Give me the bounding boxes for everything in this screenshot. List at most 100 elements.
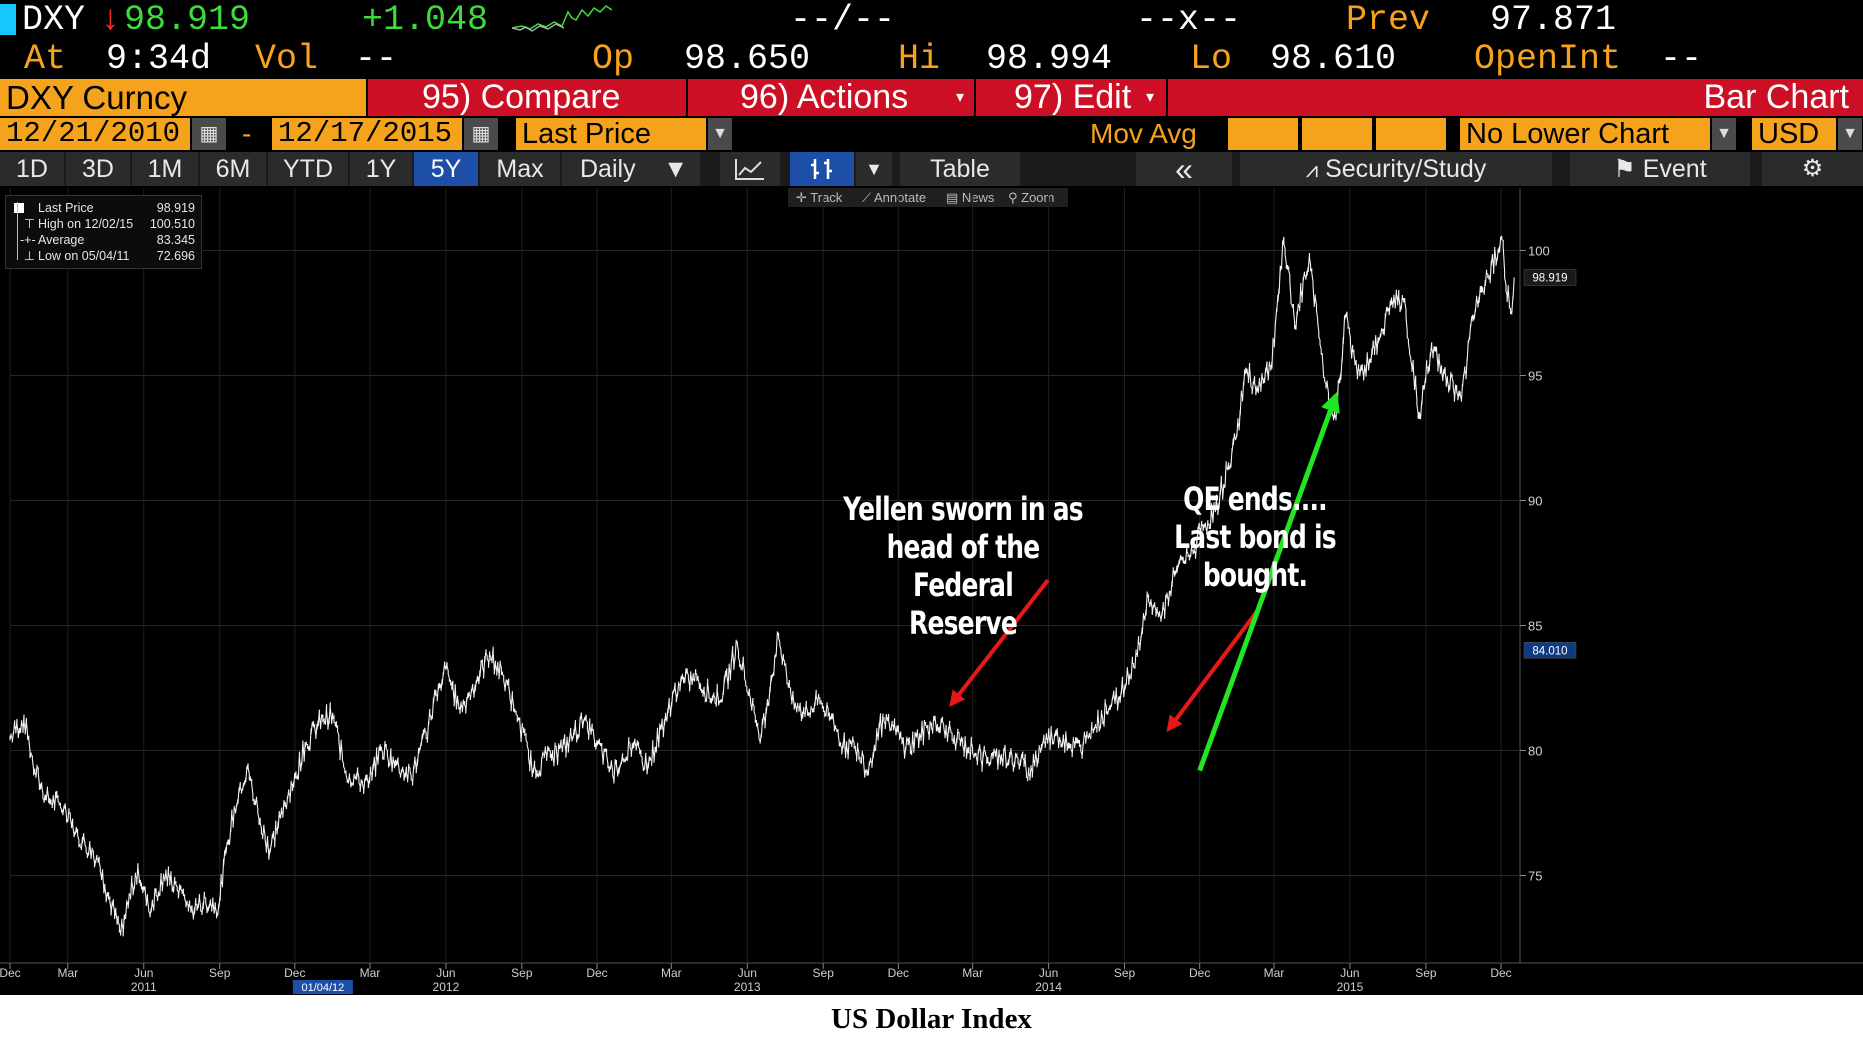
security-study-label: Security/Study [1325,155,1487,183]
controls-row: 12/21/2010 ▦ - 12/17/2015 ▦ Last Price ▼… [0,118,1863,151]
news-label: News [961,190,995,205]
end-date-input[interactable]: 12/17/2015 [272,118,462,150]
chart-style-caret[interactable]: ▼ [856,152,892,186]
high-marker-icon: ⊤ [24,217,35,231]
x-tick-label: Mar [1264,966,1285,980]
y-tick-label: 100 [1528,244,1550,259]
collapse-button[interactable]: « [1136,152,1232,186]
vol-label: Vol [255,39,319,79]
track-label: Track [810,190,843,205]
edit-label: 97) Edit [1014,78,1132,116]
settings-button[interactable]: ⚙ [1762,152,1863,186]
stats-row: At 9:34d Vol -- Op 98.650 Hi 98.994 Lo 9… [0,40,1863,79]
at-label: At [24,39,67,79]
tab-ytd[interactable]: YTD [268,152,348,186]
security-study-button[interactable]: ⩘ Security/Study [1240,152,1552,186]
tab-3d[interactable]: 3D [66,152,130,186]
compare-button[interactable]: 95) Compare [368,79,686,116]
price-tag-label: 84.010 [1532,645,1567,657]
qe-line-1: QE ends.... [1183,480,1328,518]
frequency-caret-icon: ▼ [663,155,688,183]
frequency-select[interactable]: Daily ▼ [562,152,700,186]
price-tag-box [1523,269,1577,286]
open-label: Op [592,39,635,79]
line-chart-button[interactable] [720,152,780,186]
tab-1y[interactable]: 1Y [350,152,412,186]
security-field[interactable]: DXY Curncy [0,79,366,116]
bar-chart-button[interactable] [790,152,854,186]
high-label: Hi [898,39,941,79]
x-tick-label: Jun [436,966,455,980]
legend-box-icon [14,203,24,213]
x-tick-label: Dec [284,966,305,980]
end-calendar-icon[interactable]: ▦ [464,118,498,150]
quote-row: DXY ↓ 98.919 +1.048 --/-- --x-- Prev 97.… [0,0,1863,40]
price-tag-label: 98.919 [1532,273,1567,285]
mov-avg-input-3[interactable] [1376,118,1446,150]
line-chart-icon [735,159,764,180]
edit-button[interactable]: 97) Edit ▾ [976,79,1166,116]
tab-max[interactable]: Max [480,152,560,186]
y-tick-label: 75 [1528,869,1542,884]
legend-last: Last Price 98.919 [6,201,201,216]
legend-last-value: 98.919 [156,201,195,215]
currency-select[interactable]: USD [1752,118,1836,150]
tab-1d[interactable]: 1D [0,152,64,186]
news-icon: ▤ [946,190,962,205]
y-tick-label: 95 [1528,369,1542,384]
yellen-arrow [949,578,1050,708]
yellen-line-2: head of the Federal [886,528,1041,604]
tab-5y[interactable]: 5Y [414,152,478,186]
gear-icon: ⚙ [1801,155,1824,182]
net-change: +1.048 [362,0,489,40]
annotate-tool[interactable]: ⟋ Annotate [856,188,942,207]
actions-button[interactable]: 96) Actions ▾ [688,79,974,116]
prev-label: Prev [1346,0,1431,40]
lower-chart-select[interactable]: No Lower Chart [1460,118,1710,150]
legend-low-label: Low on 05/04/11 [38,249,130,263]
zoom-tool[interactable]: ⚲ Zoom [1002,188,1068,207]
y-tick-label: 85 [1528,619,1542,634]
legend-last-label: Last Price [38,201,94,215]
actions-label: 96) Actions [740,78,909,116]
openint-label: OpenInt [1474,39,1622,79]
x-tick-label: Jun [134,966,153,980]
x-year-label: 2011 [131,980,157,994]
start-date-input[interactable]: 12/21/2010 [0,118,190,150]
chart-legend: Last Price 98.919 ⊤ High on 12/02/15 100… [5,195,202,269]
event-button[interactable]: ⚑ Event [1570,152,1750,186]
low-label: Lo [1190,39,1233,79]
x-tick-label: Dec [586,966,607,980]
last-price: 98.919 [124,0,251,40]
pencil-icon: ⟋ [862,190,874,205]
x-tick-label: Sep [511,966,533,980]
table-button[interactable]: Table [900,152,1020,186]
x-year-label: 2013 [734,980,761,994]
mov-avg-input-2[interactable] [1302,118,1372,150]
x-year-label: 2014 [1035,980,1062,994]
mov-avg-input-1[interactable] [1228,118,1298,150]
tab-1m[interactable]: 1M [132,152,198,186]
prev-value: 97.871 [1490,0,1617,40]
start-calendar-icon[interactable]: ▦ [192,118,226,150]
open-value: 98.650 [684,39,811,79]
currency-caret-icon[interactable]: ▼ [1838,118,1862,150]
legend-low-value: 72.696 [156,249,195,263]
price-series-line [9,235,1515,937]
figure-caption: US Dollar Index [831,1003,1032,1035]
frequency-label: Daily [580,155,636,183]
at-time: 9:34d [106,39,212,79]
x-tick-label: Mar [962,966,983,980]
lower-chart-caret-icon[interactable]: ▼ [1712,118,1736,150]
yellen-line-1: Yellen sworn in as [843,490,1083,528]
annotate-label: Annotate [874,190,927,205]
field-caret-icon[interactable]: ▼ [708,118,732,150]
uptrend-arrow [1197,391,1340,772]
field-select[interactable]: Last Price [516,118,706,150]
ticker[interactable]: DXY [22,0,86,40]
news-tool[interactable]: ▤ News [940,188,1004,207]
chart-type-label: Bar Chart [1168,79,1863,116]
compare-label: 95) Compare [422,78,621,116]
tab-6m[interactable]: 6M [200,152,266,186]
